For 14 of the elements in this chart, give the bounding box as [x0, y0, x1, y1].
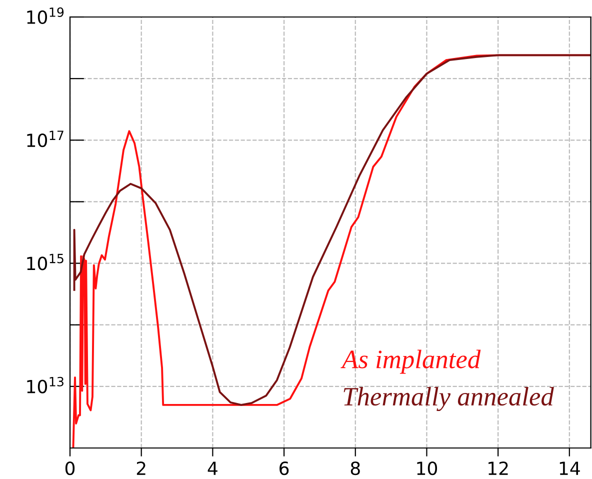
x-tick-label: 2: [136, 462, 146, 475]
x-tick-label: 8: [350, 462, 360, 476]
y-tick-label: 10$^{15}$: [27, 254, 64, 270]
x-tick-label: 0: [65, 462, 75, 476]
x-tick-label: 14: [560, 462, 580, 475]
y-tick-label: 10$^{17}$: [27, 130, 64, 148]
x-tick-label: 10: [417, 462, 438, 476]
y-tick-label: 10$^{13}$: [27, 376, 64, 394]
text: Thermally annealed: [344, 387, 554, 412]
x-tick-label: 6: [280, 462, 289, 476]
x-tick-label: 12: [488, 462, 508, 475]
y-tick-label: 10$^{19}$: [27, 7, 64, 24]
x-tick-label: 4: [208, 462, 218, 475]
series-label: As implanted: [340, 350, 481, 374]
